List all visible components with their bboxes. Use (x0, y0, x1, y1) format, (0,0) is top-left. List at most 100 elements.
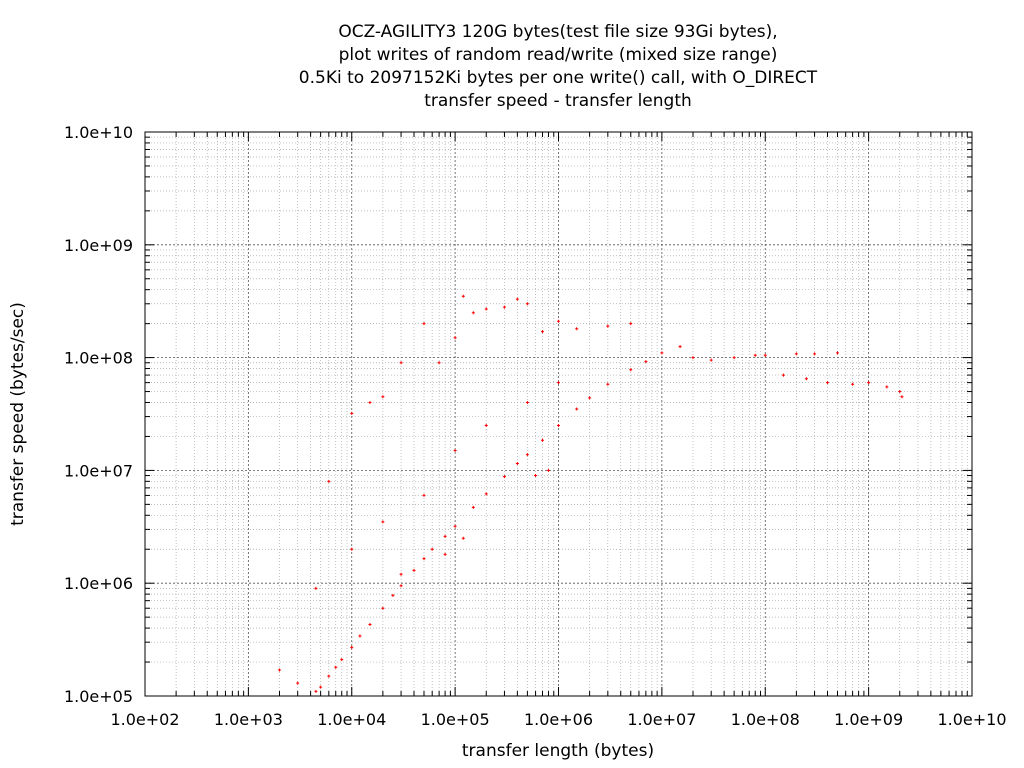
data-point (350, 411, 354, 415)
data-point (644, 360, 648, 364)
data-point (515, 462, 519, 466)
data-point (691, 356, 695, 360)
data-point (327, 479, 331, 483)
chart-title-line-1: OCZ-AGILITY3 120G bytes(test file size 9… (338, 22, 777, 42)
data-point (422, 322, 426, 326)
data-point (430, 547, 434, 551)
data-point (314, 586, 318, 590)
data-point (557, 319, 560, 323)
y-tick-label: 1.0e+08 (64, 349, 133, 368)
data-point (422, 493, 426, 497)
x-tick-label: 1.0e+06 (524, 710, 593, 729)
data-point (453, 336, 457, 340)
data-points (277, 294, 904, 693)
data-point (557, 381, 560, 385)
data-point (588, 396, 592, 400)
data-point (660, 351, 664, 355)
x-tick-labels: 1.0e+02 1.0e+03 1.0e+04 1.0e+05 1.0e+06 1.0e+… (110, 710, 1006, 729)
x-tick-label: 1.0e+02 (110, 710, 179, 729)
x-tick-label: 1.0e+04 (317, 710, 386, 729)
data-point (443, 552, 447, 556)
data-point (471, 505, 475, 509)
data-point (540, 330, 544, 334)
data-point (399, 584, 403, 588)
minor-grid (145, 132, 972, 696)
data-point (471, 311, 475, 315)
data-point (794, 352, 798, 356)
y-tick-label: 1.0e+06 (64, 574, 133, 593)
data-point (391, 593, 395, 597)
y-tick-label: 1.0e+07 (64, 461, 133, 480)
data-point (525, 302, 529, 306)
major-grid (144, 131, 973, 697)
data-point (340, 658, 344, 662)
data-point (461, 294, 465, 298)
data-point (606, 382, 610, 386)
data-point (525, 453, 529, 457)
x-tick-label: 1.0e+05 (421, 710, 490, 729)
data-point (381, 395, 385, 399)
data-point (358, 634, 362, 638)
data-point (350, 645, 354, 649)
y-axis-label: transfer speed (bytes/sec) (8, 302, 28, 526)
data-point (368, 400, 372, 404)
x-tick-label: 1.0e+10 (937, 710, 1006, 729)
data-point (546, 468, 550, 472)
plot-frame (144, 131, 973, 697)
data-point (534, 474, 538, 478)
data-point (540, 438, 544, 442)
chart-title-line-4: transfer speed - transfer length (424, 91, 692, 111)
chart-title-line-2: plot writes of random read/write (mixed … (339, 45, 778, 65)
data-point (334, 665, 338, 669)
data-point (484, 492, 488, 496)
data-point (381, 606, 385, 610)
data-point (502, 475, 506, 479)
x-tick-label: 1.0e+08 (731, 710, 800, 729)
data-point (399, 361, 403, 365)
data-point (678, 345, 682, 349)
data-point (453, 449, 457, 453)
data-point (461, 536, 465, 540)
x-tick-label: 1.0e+07 (627, 710, 696, 729)
data-point (525, 400, 529, 404)
data-point (277, 668, 281, 672)
data-point (327, 674, 331, 678)
data-point (813, 352, 817, 356)
data-point (399, 572, 403, 576)
data-point (350, 547, 354, 551)
data-point (867, 381, 871, 385)
data-point (575, 327, 579, 331)
x-tick-label: 1.0e+03 (214, 710, 283, 729)
data-point (453, 524, 457, 528)
y-tick-label: 1.0e+09 (64, 236, 133, 255)
data-point (314, 689, 318, 693)
data-point (575, 407, 579, 411)
data-point (515, 297, 519, 301)
data-point (296, 681, 300, 685)
data-point (763, 353, 767, 357)
data-point (606, 324, 610, 328)
data-point (851, 382, 855, 386)
data-point (629, 322, 633, 326)
data-point (422, 557, 426, 561)
data-point (381, 520, 385, 524)
data-point (825, 381, 829, 385)
data-point (753, 353, 757, 357)
data-point (709, 358, 713, 362)
data-point (804, 377, 808, 381)
y-tick-label: 1.0e+05 (64, 687, 133, 706)
chart-title-line-3: 0.5Ki to 2097152Ki bytes per one write()… (299, 68, 818, 88)
data-point (898, 390, 902, 394)
data-point (412, 568, 416, 572)
data-point (484, 424, 488, 428)
data-point (557, 424, 560, 428)
y-tick-labels: 1.0e+05 1.0e+06 1.0e+07 1.0e+08 1.0e+09 1.0e+… (64, 123, 133, 706)
data-point (629, 368, 633, 372)
data-point (900, 395, 904, 399)
data-point (319, 685, 323, 689)
data-point (885, 385, 889, 389)
data-point (781, 373, 785, 377)
data-point (484, 307, 488, 311)
y-tick-label: 1.0e+10 (64, 123, 133, 142)
